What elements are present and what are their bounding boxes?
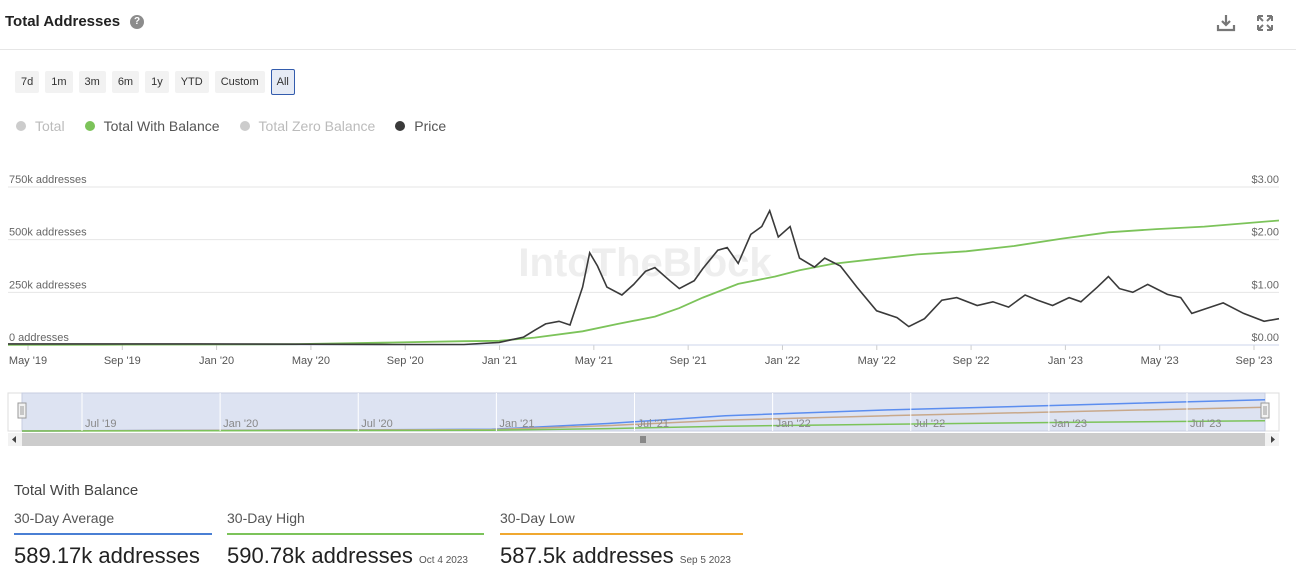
scroll-left-arrow-icon[interactable] [12,436,16,443]
navigator-axis-label: Jan '23 [1052,418,1087,430]
scroll-right-arrow-icon[interactable] [1271,436,1275,443]
stat-value: 589.17k addresses [14,543,200,568]
x-axis-label: May '20 [292,355,330,367]
chart-legend: Total Total With Balance Total Zero Balanc… [16,118,466,134]
stat-date: Sep 5 2023 [679,555,731,566]
y-axis-left-label: 500k addresses [9,227,87,239]
x-axis-label: Jan '20 [199,355,234,367]
x-axis-label: May '21 [575,355,613,367]
stat-label: 30-Day Average [14,510,115,526]
range-button-1m[interactable]: 1m [45,71,73,93]
legend-label: Total [35,118,65,134]
range-button-custom[interactable]: Custom [214,71,265,93]
navigator-axis-label: Jul '20 [361,418,392,430]
navigator-axis-label: Jul '21 [638,418,669,430]
y-axis-left-label: 0 addresses [9,332,69,344]
download-icon[interactable] [1216,13,1236,33]
stat-30-day-average: 30-Day Average 589.17k addresses [14,510,212,569]
legend-item-total[interactable]: Total [16,118,65,134]
x-axis-label: Jan '23 [1048,355,1083,367]
x-axis-label: May '19 [9,355,47,367]
summary-title: Total With Balance [14,482,139,499]
stat-value: 587.5k addresses [500,543,674,568]
x-axis-label: May '22 [858,355,896,367]
navigator-axis-label: Jul '19 [85,418,116,430]
x-axis-label: Sep '20 [387,355,424,367]
navigator-axis-label: Jan '21 [499,418,534,430]
navigator-axis-label: Jan '22 [776,418,811,430]
fullscreen-icon[interactable] [1255,13,1275,33]
stat-date: Oct 4 2023 [419,555,468,566]
legend-dot-icon [84,121,95,131]
series-line-price [8,208,1280,346]
legend-item-price[interactable]: Price [395,118,446,134]
stat-underline [227,533,484,535]
x-axis-label: Jan '22 [765,355,800,367]
legend-dot-icon [395,121,406,131]
series-line-total-with-balance [7,219,1280,346]
navigator-series-2 [21,420,1266,432]
legend-label: Total Zero Balance [258,118,376,134]
x-axis-label: May '23 [1141,355,1179,367]
range-selector: 7d 1m 3m 6m 1y YTD Custom All [15,69,295,95]
stat-label: 30-Day Low [500,510,575,526]
navigator-axis-label: Jul '23 [1190,418,1221,430]
legend-dot-icon [239,121,250,131]
x-axis-label: Sep '21 [670,355,707,367]
help-icon[interactable]: ? [130,15,144,29]
header: Total Addresses ? [0,0,1296,50]
navigator-handle-left[interactable] [17,402,27,419]
range-button-7d[interactable]: 7d [15,71,40,93]
range-button-ytd[interactable]: YTD [174,71,209,93]
navigator-axis-label: Jan '20 [223,418,258,430]
y-axis-left-label: 750k addresses [9,174,87,186]
legend-dot-icon [16,121,26,131]
legend-item-total-with-balance[interactable]: Total With Balance [84,118,220,134]
range-button-all[interactable]: All [270,69,295,95]
stat-underline [500,533,743,535]
legend-label: Price [414,118,447,134]
navigator-handle-right[interactable] [1260,402,1270,419]
range-button-6m[interactable]: 6m [111,71,140,93]
stat-30-day-low: 30-Day Low 587.5k addresses Sep 5 2023 [500,510,743,569]
x-axis-label: Sep '23 [1236,355,1273,367]
y-axis-right-label: $1.00 [1251,279,1279,291]
y-axis-right-label: $2.00 [1251,227,1279,239]
stat-label: 30-Day High [227,510,305,526]
y-axis-right-label: $3.00 [1251,174,1279,186]
x-axis-label: Jan '21 [482,355,517,367]
range-button-3m[interactable]: 3m [78,71,106,93]
stat-value: 590.78k addresses [227,543,413,568]
watermark-text: IntoTheBlock [518,241,772,285]
y-axis-right-label: $0.00 [1251,332,1279,344]
range-button-1y[interactable]: 1y [145,71,169,93]
chart-area: 0 addresses $0.00 250k addresses $1.00 500k … [7,174,1280,446]
x-axis-label: Sep '19 [104,355,141,367]
legend-item-total-zero-balance[interactable]: Total Zero Balance [239,118,376,134]
page-title: Total Addresses [5,13,121,30]
stat-30-day-high: 30-Day High 590.78k addresses Oct 4 2023 [227,510,484,569]
navigator-axis-label: Jul '22 [914,418,945,430]
y-axis-left-label: 250k addresses [9,279,87,291]
stat-underline [14,533,212,535]
legend-label: Total With Balance [103,118,220,134]
x-axis-label: Sep '22 [953,355,990,367]
